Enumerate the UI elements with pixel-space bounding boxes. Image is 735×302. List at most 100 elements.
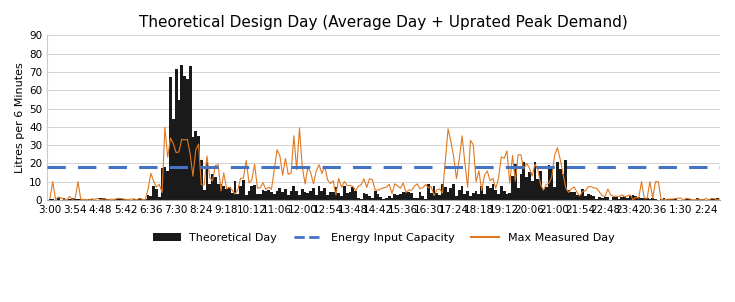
Bar <box>685 199 688 200</box>
Bar <box>634 196 637 200</box>
Bar <box>254 185 256 200</box>
Bar <box>155 189 158 200</box>
Bar <box>102 198 104 200</box>
Bar <box>326 194 329 200</box>
Bar <box>643 198 646 200</box>
Bar <box>49 198 51 200</box>
Title: Theoretical Design Day (Average Day + Uprated Peak Demand): Theoretical Design Day (Average Day + Up… <box>139 15 628 30</box>
Bar <box>220 184 223 200</box>
Bar <box>149 196 152 200</box>
Bar <box>203 190 206 200</box>
Bar <box>268 190 270 200</box>
Bar <box>662 198 665 200</box>
Bar <box>334 187 337 200</box>
Bar <box>223 186 225 200</box>
Bar <box>606 197 609 200</box>
Bar <box>290 191 293 200</box>
Bar <box>141 199 144 200</box>
Bar <box>589 194 592 200</box>
Bar <box>301 189 304 200</box>
Bar <box>135 199 138 200</box>
Bar <box>615 198 617 200</box>
Bar <box>79 198 82 200</box>
Bar <box>702 199 705 200</box>
Bar <box>180 65 183 200</box>
Bar <box>407 192 410 200</box>
Bar <box>427 184 430 200</box>
Bar <box>147 195 149 200</box>
Bar <box>416 198 419 200</box>
Bar <box>348 192 351 200</box>
Bar <box>183 76 186 200</box>
Bar <box>343 186 345 200</box>
Bar <box>542 189 545 200</box>
Bar <box>637 197 640 200</box>
Bar <box>570 192 573 200</box>
Bar <box>466 191 469 200</box>
Bar <box>668 199 671 200</box>
Bar <box>559 169 562 200</box>
Bar <box>595 199 598 200</box>
Bar <box>713 199 716 200</box>
Bar <box>393 194 396 200</box>
Bar <box>674 198 676 200</box>
Bar <box>259 194 262 200</box>
Bar <box>178 101 180 200</box>
Bar <box>699 199 702 200</box>
Bar <box>214 177 217 200</box>
Bar <box>200 160 203 200</box>
Bar <box>528 172 531 200</box>
Bar <box>158 197 161 200</box>
Bar <box>365 194 368 200</box>
Bar <box>225 189 228 200</box>
Bar <box>495 191 497 200</box>
Bar <box>503 191 506 200</box>
Bar <box>315 195 318 200</box>
Bar <box>567 190 570 200</box>
Bar <box>651 198 654 200</box>
Bar <box>603 197 606 200</box>
Bar <box>382 199 385 200</box>
Bar <box>231 193 234 200</box>
Bar <box>318 186 320 200</box>
Bar <box>626 198 629 200</box>
Bar <box>99 198 102 200</box>
Bar <box>480 186 483 200</box>
Bar <box>161 168 163 200</box>
Bar <box>169 77 172 200</box>
Bar <box>390 198 393 200</box>
Bar <box>483 194 486 200</box>
Bar <box>523 162 525 200</box>
Bar <box>537 178 539 200</box>
Bar <box>710 199 713 200</box>
Bar <box>716 198 719 200</box>
Bar <box>545 187 548 200</box>
Bar <box>57 198 60 200</box>
Bar <box>531 181 534 200</box>
Bar <box>402 192 404 200</box>
Bar <box>354 191 357 200</box>
Bar <box>329 192 331 200</box>
Bar <box>351 187 354 200</box>
Bar <box>539 171 542 200</box>
Bar <box>242 180 245 200</box>
Bar <box>113 199 116 200</box>
Bar <box>245 195 248 200</box>
Bar <box>553 187 556 200</box>
Bar <box>376 194 379 200</box>
Bar <box>520 174 523 200</box>
Bar <box>211 174 214 200</box>
Bar <box>217 185 220 200</box>
Bar <box>452 185 455 200</box>
Bar <box>228 187 231 200</box>
Bar <box>163 167 166 200</box>
Bar <box>509 193 511 200</box>
Bar <box>421 197 424 200</box>
Bar <box>248 191 251 200</box>
Bar <box>166 171 169 200</box>
Bar <box>617 199 620 200</box>
Bar <box>362 193 365 200</box>
Bar <box>284 189 287 200</box>
Bar <box>239 186 242 200</box>
Bar <box>688 199 691 200</box>
